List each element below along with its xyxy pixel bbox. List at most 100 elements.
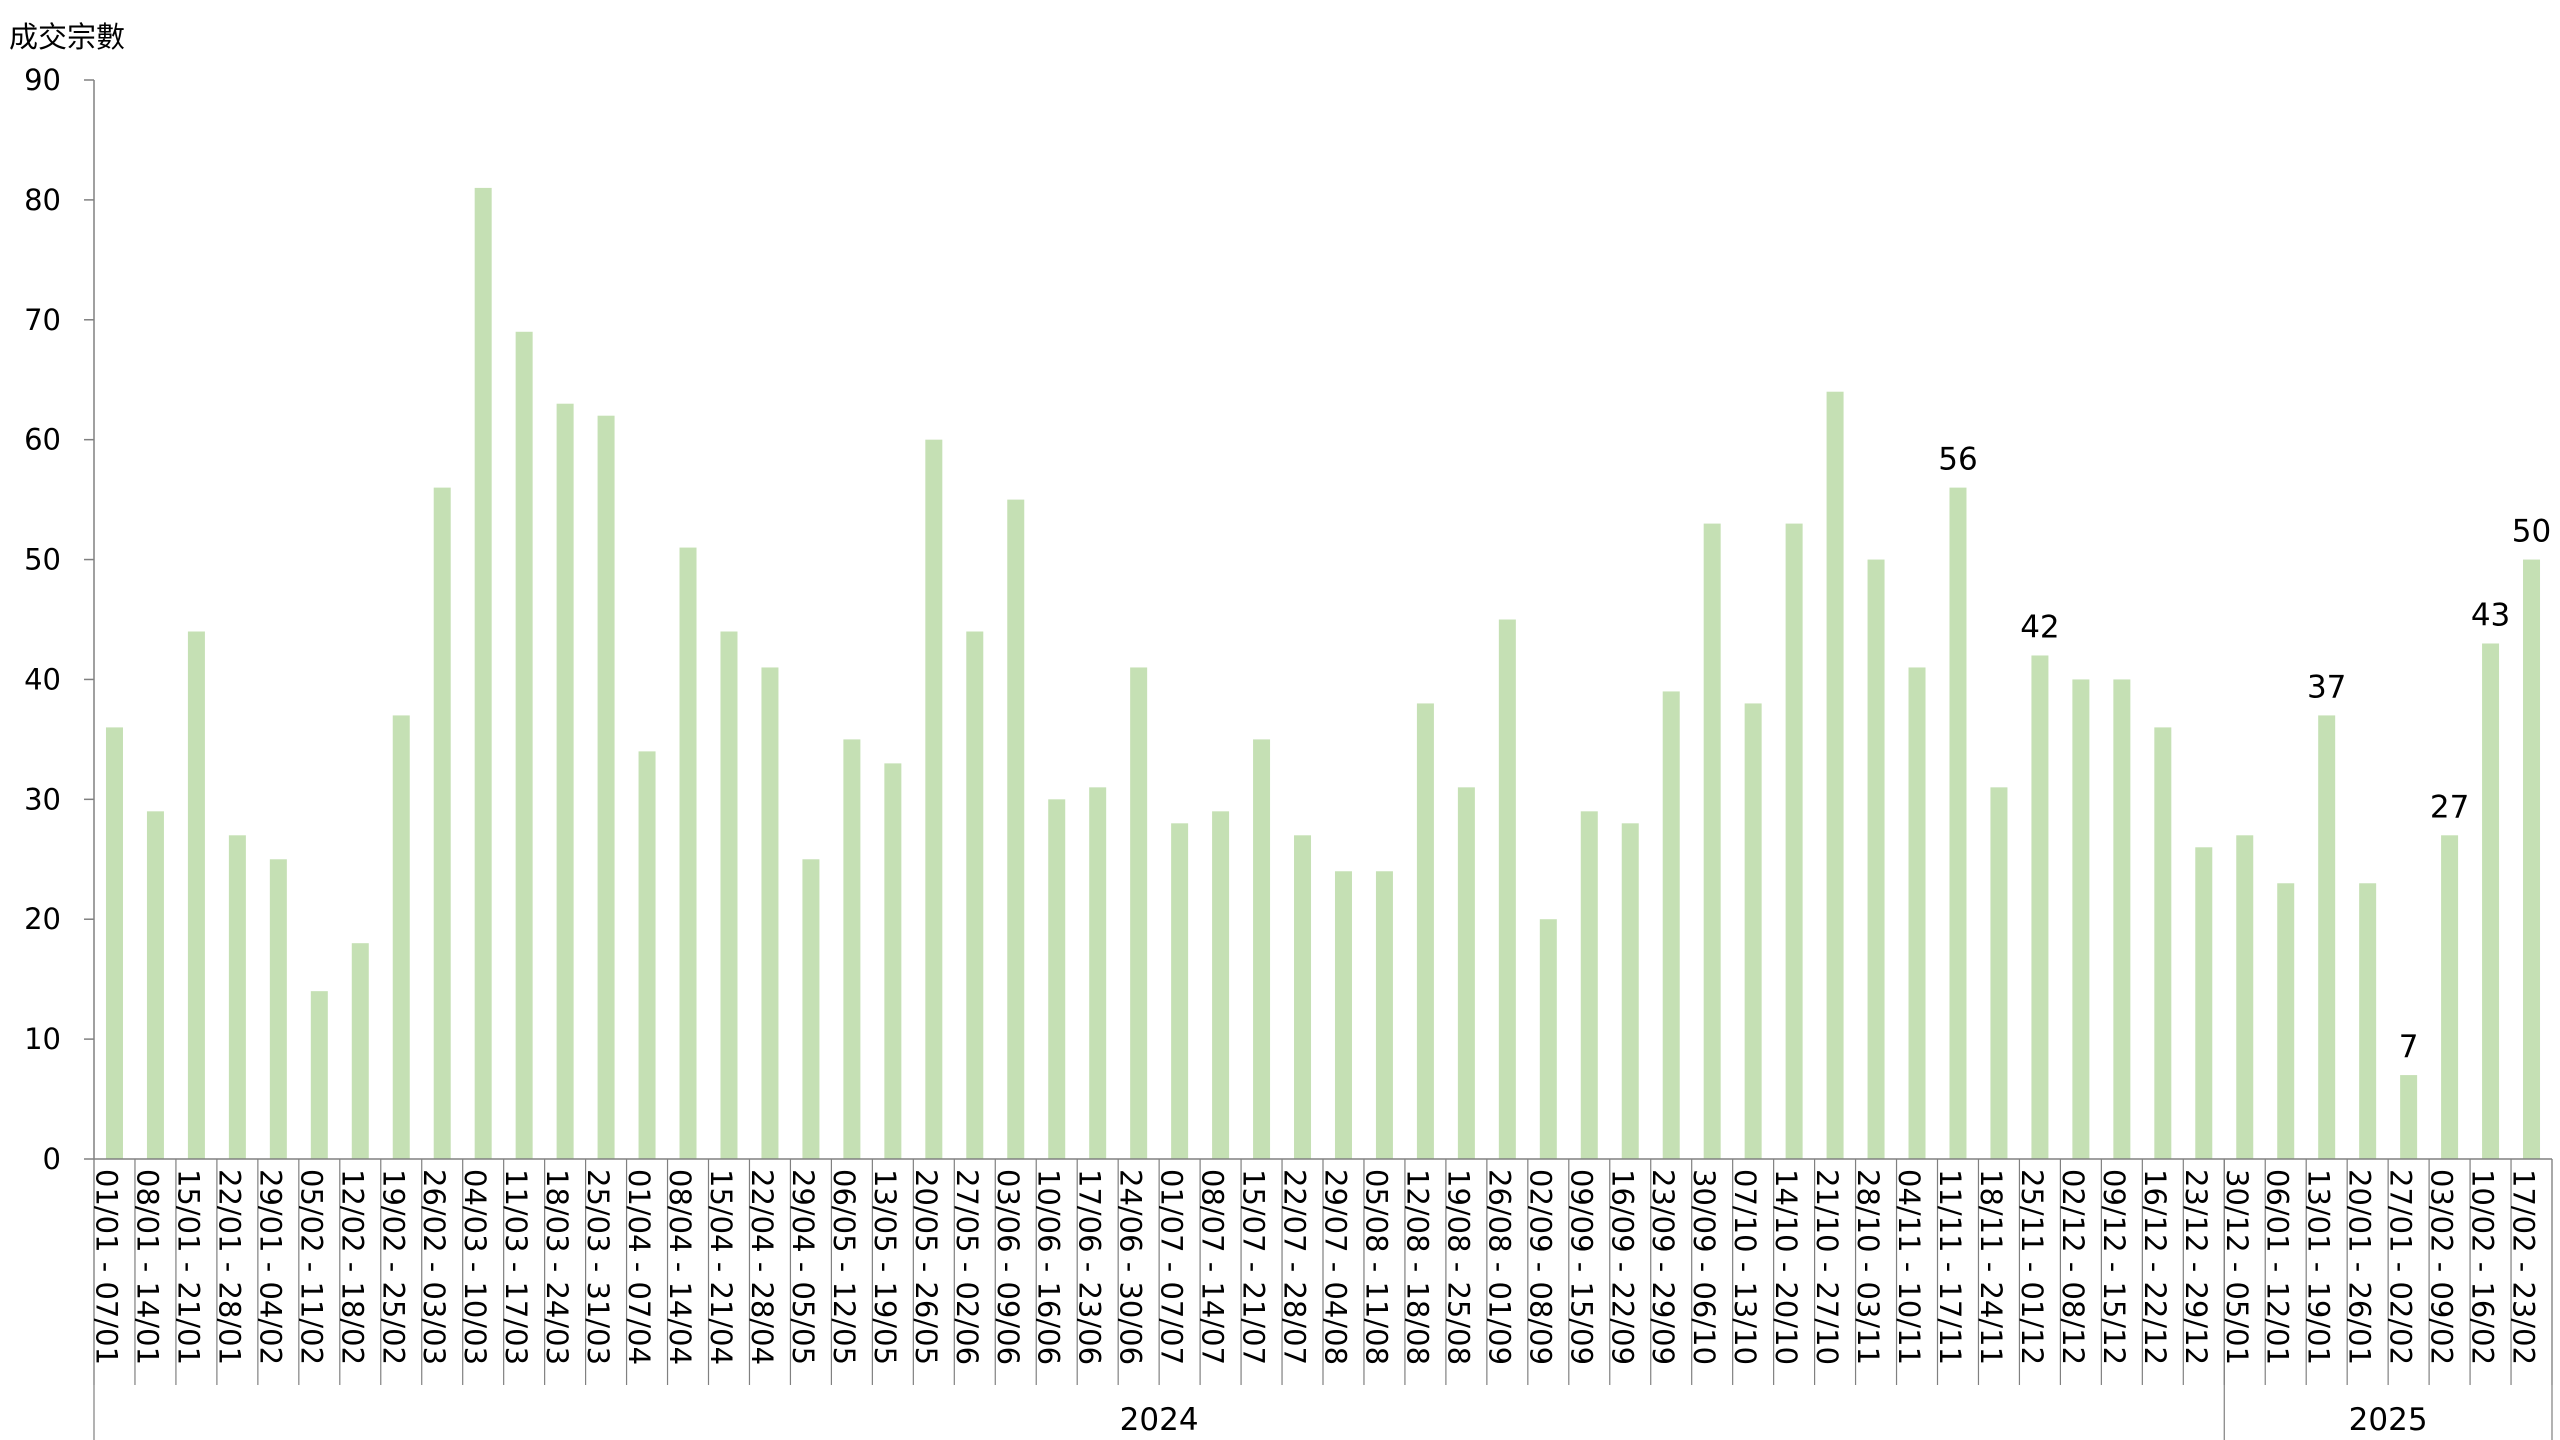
x-tick-label: 26/02 - 03/03 (417, 1169, 451, 1365)
bar (2523, 559, 2541, 1159)
x-tick-label: 15/07 - 21/07 (1237, 1169, 1271, 1365)
x-tick-label: 13/05 - 19/05 (868, 1169, 902, 1365)
x-tick-label: 08/01 - 14/01 (130, 1169, 164, 1365)
bar (1949, 487, 1967, 1159)
bar (2113, 679, 2131, 1159)
x-tick-label: 06/05 - 12/05 (827, 1169, 861, 1365)
x-tick-label: 09/09 - 15/09 (1564, 1169, 1598, 1365)
bar (1826, 391, 1844, 1160)
bar (1294, 835, 1312, 1159)
bar (2277, 883, 2295, 1159)
x-tick-label: 05/08 - 11/08 (1359, 1169, 1393, 1365)
bar (1744, 703, 1762, 1159)
x-tick-label: 04/11 - 10/11 (1892, 1169, 1926, 1365)
bar (1703, 523, 1721, 1159)
bar (2359, 883, 2377, 1159)
x-tick-label: 30/09 - 06/10 (1687, 1169, 1721, 1365)
x-tick-label: 18/03 - 24/03 (540, 1169, 574, 1365)
x-tick-label: 26/08 - 01/09 (1482, 1169, 1516, 1365)
bar (1580, 811, 1598, 1159)
data-label: 42 (2020, 609, 2059, 645)
bar (1253, 739, 1271, 1159)
data-label: 37 (2307, 669, 2346, 705)
x-tick-label: 01/01 - 07/01 (89, 1169, 123, 1365)
bar (1539, 919, 1557, 1159)
x-tick-label: 16/12 - 22/12 (2138, 1169, 2172, 1365)
bar (310, 991, 328, 1159)
bar (1662, 691, 1680, 1159)
bar (1621, 823, 1639, 1159)
x-tick-label: 25/03 - 31/03 (581, 1169, 615, 1365)
y-tick-label: 60 (24, 423, 61, 457)
bar (679, 547, 697, 1159)
y-tick-label: 80 (24, 183, 61, 217)
bar (1212, 811, 1230, 1159)
bar (843, 739, 861, 1159)
x-tick-label: 28/10 - 03/11 (1851, 1169, 1885, 1365)
bar (1048, 799, 1066, 1159)
x-tick-label: 12/08 - 18/08 (1400, 1169, 1434, 1365)
y-tick-label: 0 (43, 1142, 61, 1176)
x-tick-label: 15/01 - 21/01 (171, 1169, 205, 1365)
bar (720, 631, 738, 1159)
x-tick-label: 30/12 - 05/01 (2220, 1169, 2254, 1365)
bar (1416, 703, 1434, 1159)
bar (105, 727, 123, 1159)
bar (1785, 523, 1803, 1159)
x-tick-label: 25/11 - 01/12 (2015, 1169, 2049, 1365)
data-label: 56 (1938, 442, 1977, 478)
bar (187, 631, 205, 1159)
x-tick-label: 01/04 - 07/04 (622, 1169, 656, 1365)
x-tick-label: 20/05 - 26/05 (909, 1169, 943, 1365)
bar (1375, 871, 1393, 1159)
x-tick-label: 12/02 - 18/02 (335, 1169, 369, 1365)
x-tick-label: 04/03 - 10/03 (458, 1169, 492, 1365)
x-tick-label: 15/04 - 21/04 (704, 1169, 738, 1365)
x-tick-label: 27/01 - 02/02 (2384, 1169, 2418, 1365)
x-tick-label: 20/01 - 26/01 (2343, 1169, 2377, 1365)
x-tick-label: 08/04 - 14/04 (663, 1169, 697, 1365)
bar (474, 187, 492, 1159)
y-tick-label: 10 (24, 1022, 61, 1056)
bar (884, 763, 902, 1159)
bar (146, 811, 164, 1159)
bar (433, 487, 451, 1159)
y-tick-label: 70 (24, 303, 61, 337)
x-tick-label: 17/06 - 23/06 (1073, 1169, 1107, 1365)
x-tick-label: 23/09 - 29/09 (1646, 1169, 1680, 1365)
x-tick-label: 09/12 - 15/12 (2097, 1169, 2131, 1365)
year-group-label: 2025 (2349, 1402, 2428, 1438)
bar (2236, 835, 2254, 1159)
x-tick-label: 10/06 - 16/06 (1032, 1169, 1066, 1365)
x-tick-label: 03/06 - 09/06 (991, 1169, 1025, 1365)
y-tick-label: 40 (24, 662, 61, 696)
year-group-label: 2024 (1120, 1402, 1199, 1438)
bar (1007, 499, 1025, 1159)
data-label: 50 (2512, 514, 2551, 550)
x-tick-label: 07/10 - 13/10 (1728, 1169, 1762, 1365)
x-tick-label: 03/02 - 09/02 (2425, 1169, 2459, 1365)
x-tick-label: 22/04 - 28/04 (745, 1169, 779, 1365)
x-tick-label: 01/07 - 07/07 (1155, 1169, 1189, 1365)
x-tick-label: 02/12 - 08/12 (2056, 1169, 2090, 1365)
y-tick-label: 30 (24, 782, 61, 816)
bar (392, 715, 410, 1159)
x-tick-label: 29/07 - 04/08 (1318, 1169, 1352, 1365)
y-tick-label: 90 (24, 63, 61, 97)
bar (802, 859, 820, 1159)
bar (1171, 823, 1189, 1159)
data-label: 43 (2471, 597, 2510, 633)
x-tick-label: 19/02 - 25/02 (376, 1169, 410, 1365)
bar (1908, 667, 1926, 1159)
x-tick-label: 29/01 - 04/02 (253, 1169, 287, 1365)
y-tick-label: 20 (24, 902, 61, 936)
y-axis-title: 成交宗數 (9, 20, 126, 54)
data-label: 7 (2399, 1029, 2419, 1065)
x-tick-label: 10/02 - 16/02 (2466, 1169, 2500, 1365)
bar (2031, 655, 2049, 1159)
bar (925, 439, 943, 1159)
bar (1334, 871, 1352, 1159)
bar (597, 415, 615, 1159)
x-tick-label: 06/01 - 12/01 (2261, 1169, 2295, 1365)
